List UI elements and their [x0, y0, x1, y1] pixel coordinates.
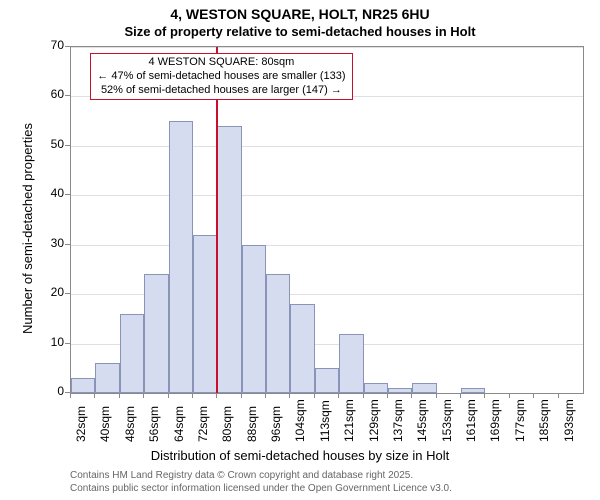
y-tick-label: 40	[36, 186, 64, 200]
grid-line	[71, 195, 583, 196]
x-tick-label: 104sqm	[293, 399, 307, 442]
x-tick-label: 88sqm	[245, 406, 259, 442]
y-tick-mark	[65, 343, 70, 344]
x-tick-mark	[509, 393, 510, 398]
y-tick-label: 30	[36, 236, 64, 250]
x-tick-mark	[241, 393, 242, 398]
x-tick-label: 113sqm	[318, 400, 332, 442]
x-tick-mark	[387, 393, 388, 398]
x-tick-label: 145sqm	[415, 399, 429, 442]
histogram-bar	[242, 245, 266, 393]
grid-line	[71, 146, 583, 147]
x-tick-label: 48sqm	[123, 406, 137, 442]
x-tick-label: 129sqm	[367, 399, 381, 442]
y-tick-label: 20	[36, 285, 64, 299]
x-tick-label: 56sqm	[147, 406, 161, 442]
histogram-bar	[95, 363, 119, 393]
histogram-bar	[266, 274, 290, 393]
x-tick-label: 177sqm	[513, 399, 527, 442]
x-tick-mark	[363, 393, 364, 398]
x-tick-mark	[265, 393, 266, 398]
y-tick-mark	[65, 194, 70, 195]
histogram-bar	[144, 274, 168, 393]
x-tick-mark	[411, 393, 412, 398]
histogram-bar	[193, 235, 217, 393]
chart-title: 4, WESTON SQUARE, HOLT, NR25 6HU	[0, 6, 600, 22]
x-tick-mark	[289, 393, 290, 398]
x-tick-label: 185sqm	[537, 399, 551, 442]
x-tick-mark	[94, 393, 95, 398]
y-tick-label: 60	[36, 87, 64, 101]
x-tick-mark	[192, 393, 193, 398]
x-tick-label: 153sqm	[440, 399, 454, 442]
histogram-bar	[290, 304, 314, 393]
x-tick-mark	[436, 393, 437, 398]
x-tick-mark	[533, 393, 534, 398]
histogram-bar	[315, 368, 339, 393]
x-tick-label: 72sqm	[196, 406, 210, 442]
grid-line	[71, 47, 583, 48]
histogram-bar	[388, 388, 412, 393]
x-tick-label: 169sqm	[488, 399, 502, 442]
y-tick-mark	[65, 46, 70, 47]
x-tick-mark	[314, 393, 315, 398]
y-tick-label: 0	[36, 384, 64, 398]
x-tick-mark	[143, 393, 144, 398]
histogram-bar	[412, 383, 436, 393]
plot-area: 4 WESTON SQUARE: 80sqm ← 47% of semi-det…	[70, 46, 584, 394]
histogram-bar	[169, 121, 193, 393]
x-tick-label: 193sqm	[562, 399, 576, 442]
x-tick-mark	[558, 393, 559, 398]
y-tick-label: 70	[36, 38, 64, 52]
annotation-box: 4 WESTON SQUARE: 80sqm ← 47% of semi-det…	[90, 53, 352, 100]
x-tick-label: 161sqm	[464, 399, 478, 442]
grid-line	[71, 245, 583, 246]
y-tick-mark	[65, 293, 70, 294]
annotation-line1: 4 WESTON SQUARE: 80sqm	[97, 56, 345, 70]
annotation-line2: ← 47% of semi-detached houses are smalle…	[97, 70, 345, 84]
histogram-bar	[364, 383, 388, 393]
y-tick-mark	[65, 244, 70, 245]
x-tick-mark	[484, 393, 485, 398]
y-tick-mark	[65, 145, 70, 146]
x-tick-label: 96sqm	[269, 406, 283, 442]
y-axis-label: Number of semi-detached properties	[20, 123, 35, 334]
histogram-bar	[217, 126, 241, 393]
x-tick-mark	[216, 393, 217, 398]
x-tick-mark	[460, 393, 461, 398]
annotation-line3: 52% of semi-detached houses are larger (…	[97, 84, 345, 98]
chart-container: 4, WESTON SQUARE, HOLT, NR25 6HU Size of…	[0, 0, 600, 500]
y-tick-mark	[65, 95, 70, 96]
x-tick-label: 121sqm	[342, 399, 356, 442]
footnote-1: Contains HM Land Registry data © Crown c…	[70, 470, 413, 481]
histogram-bar	[339, 334, 363, 393]
x-tick-label: 40sqm	[98, 406, 112, 442]
chart-subtitle: Size of property relative to semi-detach…	[0, 24, 600, 39]
x-tick-label: 64sqm	[172, 406, 186, 442]
x-tick-mark	[70, 393, 71, 398]
x-tick-mark	[119, 393, 120, 398]
y-tick-label: 50	[36, 137, 64, 151]
x-tick-mark	[338, 393, 339, 398]
histogram-bar	[71, 378, 95, 393]
footnote-2: Contains public sector information licen…	[70, 483, 452, 494]
histogram-bar	[120, 314, 144, 393]
x-tick-label: 32sqm	[74, 406, 88, 442]
y-tick-label: 10	[36, 335, 64, 349]
x-tick-label: 80sqm	[220, 406, 234, 442]
histogram-bar	[461, 388, 485, 393]
x-tick-label: 137sqm	[391, 399, 405, 442]
x-axis-label: Distribution of semi-detached houses by …	[0, 448, 600, 463]
x-tick-mark	[168, 393, 169, 398]
